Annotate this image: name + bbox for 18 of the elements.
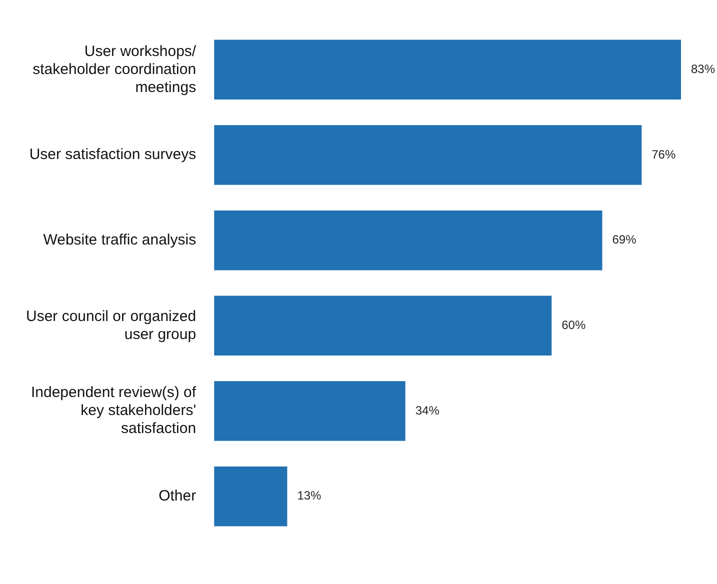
data-label: 34% [415,403,440,418]
y-tick-label: Website traffic analysis [43,231,196,248]
bar [214,125,642,185]
data-label: 60% [562,318,586,332]
data-label: 83% [691,62,716,76]
bar [214,40,681,100]
bar [214,381,406,441]
bar [214,296,552,356]
bar [214,466,288,526]
data-label: 13% [297,488,322,503]
y-tick-label: Other [158,487,196,504]
bar [214,210,602,270]
y-tick-label: User workshops/ stakeholder coordination meetings [32,42,197,96]
data-label: 76% [652,147,676,162]
y-tick-label: Independent review(s) of key stakeholders' satisfaction [30,384,197,438]
data-label: 69% [612,232,637,247]
y-tick-label: User satisfaction surveys [29,146,196,164]
y-tick-label: User council or organized user group [26,308,196,343]
